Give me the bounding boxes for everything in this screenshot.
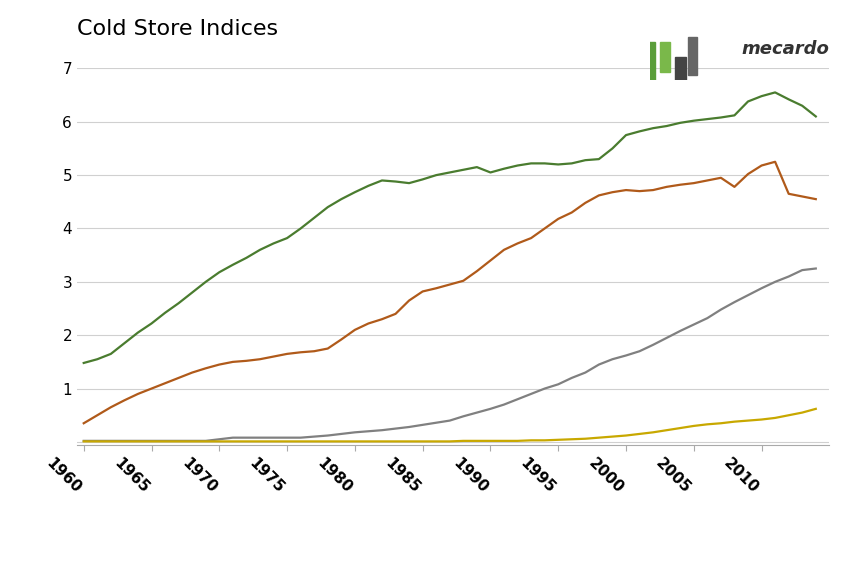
Indonesia — [160, 438, 170, 445]
FancyArrow shape — [688, 37, 697, 75]
Aust — [770, 89, 781, 96]
Japan — [797, 193, 807, 200]
Japan — [79, 420, 89, 427]
Indonesia — [729, 418, 740, 425]
Japan — [350, 327, 360, 333]
FancyArrow shape — [660, 42, 670, 72]
South Korea — [79, 437, 89, 444]
Line: Aust: Aust — [84, 92, 816, 363]
Japan — [160, 380, 170, 386]
South Korea — [797, 267, 807, 274]
Indonesia — [79, 438, 89, 445]
Indonesia — [350, 438, 360, 445]
South Korea — [160, 437, 170, 444]
Indonesia — [255, 438, 265, 445]
Text: mecardo: mecardo — [741, 40, 829, 58]
Japan — [811, 196, 821, 202]
Aust — [79, 360, 89, 367]
South Korea — [214, 436, 224, 443]
FancyArrow shape — [645, 42, 655, 80]
South Korea — [811, 265, 821, 272]
Text: Cold Store Indices: Cold Store Indices — [77, 19, 278, 39]
Aust — [160, 310, 170, 316]
Aust — [214, 269, 224, 276]
Aust — [797, 103, 807, 109]
Japan — [729, 184, 740, 190]
South Korea — [729, 299, 740, 306]
South Korea — [255, 434, 265, 441]
Aust — [729, 112, 740, 119]
Line: South Korea: South Korea — [84, 268, 816, 441]
Aust — [350, 189, 360, 196]
Indonesia — [797, 409, 807, 416]
Japan — [255, 356, 265, 363]
Line: Japan: Japan — [84, 162, 816, 424]
Japan — [770, 158, 781, 165]
Line: Indonesia: Indonesia — [84, 409, 816, 441]
Indonesia — [811, 405, 821, 412]
South Korea — [350, 429, 360, 435]
FancyArrow shape — [675, 57, 686, 80]
Indonesia — [214, 438, 224, 445]
Japan — [214, 361, 224, 368]
Aust — [811, 113, 821, 120]
Aust — [255, 246, 265, 253]
